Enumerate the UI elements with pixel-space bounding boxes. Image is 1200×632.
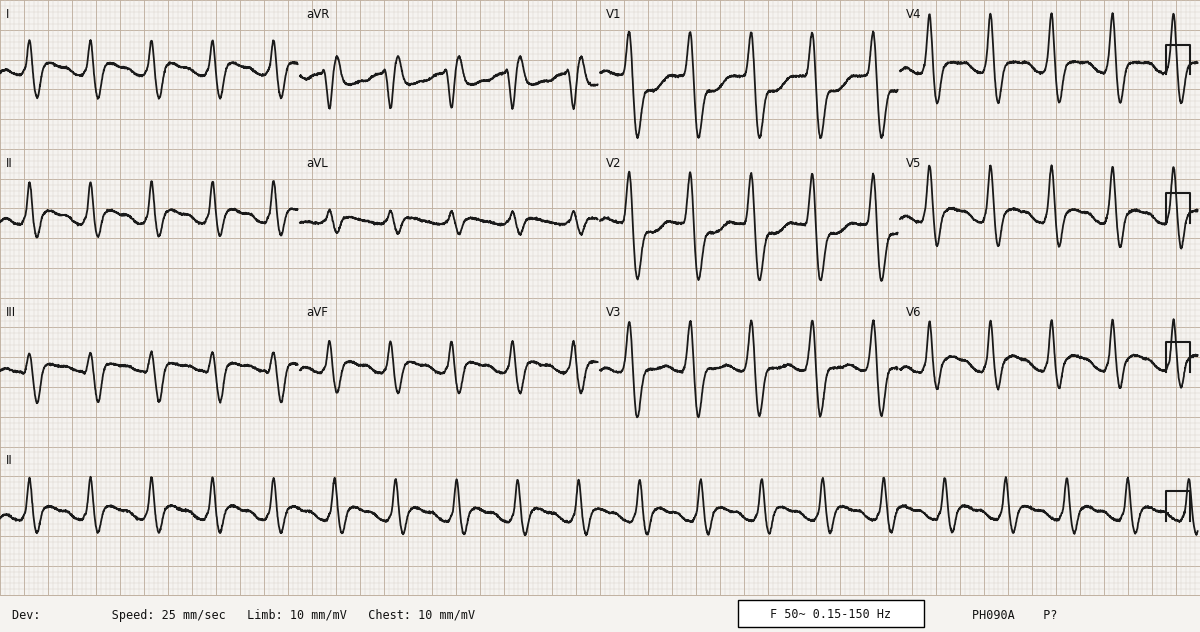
Text: V5: V5	[906, 157, 922, 170]
Text: V1: V1	[606, 8, 622, 21]
Text: III: III	[6, 305, 16, 319]
Text: V4: V4	[906, 8, 922, 21]
Text: aVL: aVL	[306, 157, 328, 170]
Text: II: II	[6, 157, 13, 170]
Text: PH090A    P?: PH090A P?	[972, 609, 1057, 622]
Text: F 50~ 0.15-150 Hz: F 50~ 0.15-150 Hz	[770, 608, 892, 621]
Text: aVR: aVR	[306, 8, 329, 21]
Text: aVF: aVF	[306, 305, 328, 319]
Text: V2: V2	[606, 157, 622, 170]
Bar	[738, 600, 924, 628]
Text: V6: V6	[906, 305, 922, 319]
Text: V3: V3	[606, 305, 622, 319]
Text: I: I	[6, 8, 10, 21]
Text: Dev:          Speed: 25 mm/sec   Limb: 10 mm/mV   Chest: 10 mm/mV: Dev: Speed: 25 mm/sec Limb: 10 mm/mV Che…	[12, 609, 475, 622]
Text: II: II	[6, 454, 13, 468]
